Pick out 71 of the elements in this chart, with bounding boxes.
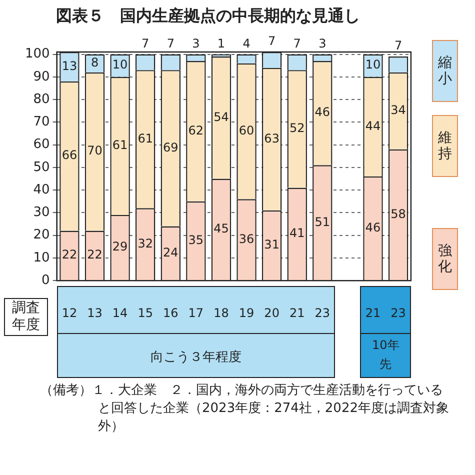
x-tick-label: 19 [238,306,254,320]
data-label: 45 [214,222,229,236]
y-tick-label: 10 [33,250,50,266]
x-tick-label: 14 [112,306,128,320]
chart-title: 図表５ 国内生産拠点の中長期的な見通し [56,6,360,27]
data-label: 24 [163,245,178,260]
data-label: 46 [365,220,381,234]
data-label: 58 [390,206,406,221]
x-tick-label: 18 [214,306,229,320]
data-label: 60 [238,123,254,138]
y-tick-label: 100 [24,46,50,62]
x-axis-title: 調査年度 [11,300,41,334]
data-label: 7 [166,36,174,50]
x-tick-label: 23 [314,306,330,320]
data-label: 36 [238,232,254,246]
data-label: 61 [112,138,128,152]
data-label: 46 [314,105,330,120]
data-label: 35 [188,232,204,247]
y-tick-label: 50 [33,160,50,175]
x-tick-label: 15 [138,306,153,320]
data-label: 8 [90,55,99,70]
data-label: 7 [142,36,150,50]
x-tick-label: 23 [390,306,406,320]
y-tick-label: 30 [33,205,50,220]
data-label: 7 [293,36,301,50]
text: 縮小 [437,55,453,87]
y-tick-label: 80 [33,92,50,107]
data-label: 10 [365,58,381,72]
y-tick-label: 90 [33,69,50,84]
data-label: 41 [289,226,305,240]
data-label: 63 [264,131,280,146]
data-label: 62 [188,123,204,138]
data-label: 51 [314,214,330,229]
data-label: 4 [242,36,250,50]
text: 10年先 [361,332,410,374]
data-label: 52 [289,121,305,136]
text: （備考）１．大企業 ２．国内，海外の両方で生産活動を行っていると回答した企業（2023年度：274社，2022年度は調査対象外） [40,382,450,436]
data-label: 29 [112,240,128,254]
text: 強化 [437,243,453,275]
y-tick-label: 0 [42,272,50,288]
data-label: 54 [214,110,229,124]
y-tick-label: 40 [33,182,50,198]
data-label: 22 [87,248,102,262]
data-label: 34 [390,102,406,117]
data-label: 10 [112,58,128,72]
text: 維持 [437,130,453,162]
y-tick-label: 20 [33,228,50,243]
data-label: 61 [138,131,153,146]
data-label: 7 [394,38,402,53]
x-tick-label: 21 [365,306,381,320]
x-tick-label: 12 [62,306,78,320]
x-tick-label: 21 [289,306,305,320]
x-tick-label: 17 [188,306,204,320]
y-tick-label: 70 [33,114,50,130]
data-label: 70 [87,144,102,158]
data-label: 31 [264,237,280,252]
x-tick-label: 16 [163,306,178,320]
data-label: 7 [268,34,276,48]
data-label: 13 [62,58,78,73]
text: 向こう３年程度 [58,332,334,366]
data-label: 3 [192,36,200,50]
x-tick-label: 20 [264,306,280,320]
data-label: 1 [217,36,226,50]
data-label: 3 [318,36,326,50]
x-tick-label: 13 [87,306,102,320]
data-label: 32 [138,236,153,250]
data-label: 66 [62,148,78,162]
y-tick-label: 60 [33,137,50,152]
data-label: 69 [163,140,178,154]
data-label: 44 [365,118,381,133]
data-label: 22 [62,248,78,262]
